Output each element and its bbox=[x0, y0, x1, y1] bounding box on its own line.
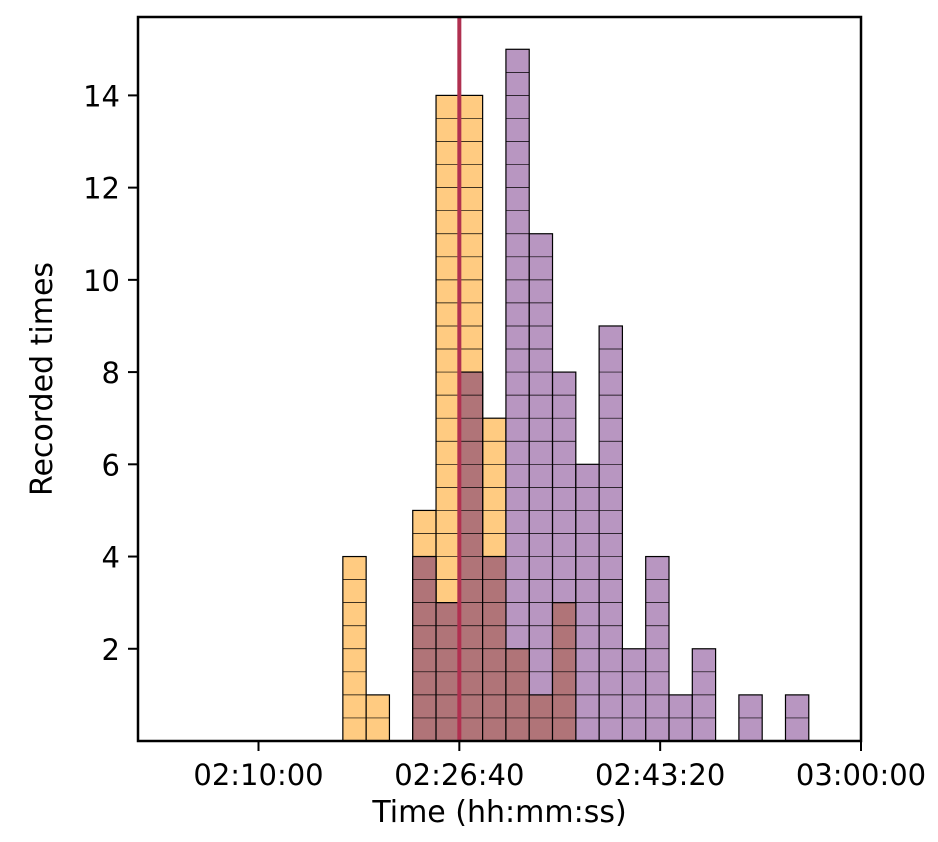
series-2-bar bbox=[738, 694, 763, 742]
x-tick-label: 02:43:20 bbox=[595, 758, 725, 792]
overlap-bar bbox=[482, 555, 507, 742]
overlap-bar bbox=[458, 371, 484, 742]
y-tick-label: 4 bbox=[102, 541, 120, 575]
series-2-bar bbox=[668, 694, 693, 742]
y-axis-label: Recorded times bbox=[25, 262, 60, 496]
x-tick-label: 02:10:00 bbox=[193, 758, 323, 792]
overlap-bar bbox=[435, 602, 460, 742]
overlap-bar bbox=[505, 648, 530, 742]
y-tick-label: 2 bbox=[102, 633, 120, 667]
x-axis-ticks: 02:10:00 02:26:40 02:43:20 03:00:00 bbox=[193, 741, 926, 792]
y-tick-label: 8 bbox=[102, 356, 120, 390]
x-tick-label: 02:26:40 bbox=[394, 758, 524, 792]
plot-frame bbox=[136, 15, 863, 743]
series-2-bar bbox=[784, 694, 810, 742]
series-1-bar bbox=[342, 555, 367, 742]
series-1-bar bbox=[435, 94, 460, 742]
y-axis-ticks: 2 4 6 8 10 12 14 bbox=[83, 79, 138, 667]
series-2-bar bbox=[598, 325, 624, 742]
series-2-bar bbox=[528, 233, 554, 742]
y-tick-label: 14 bbox=[83, 79, 120, 113]
series-2-bar bbox=[621, 648, 647, 742]
series-2-bar bbox=[645, 555, 670, 742]
y-tick-label: 12 bbox=[83, 172, 120, 206]
series-2-bar bbox=[691, 648, 717, 742]
series-2-bar bbox=[505, 48, 530, 742]
bars-layer bbox=[342, 48, 810, 742]
overlap-bar bbox=[412, 555, 437, 742]
series-1-bar bbox=[365, 694, 391, 742]
overlap-bar bbox=[551, 602, 577, 742]
x-tick-label: 03:00:00 bbox=[796, 758, 926, 792]
x-axis-label: Time (hh:mm:ss) bbox=[371, 795, 626, 830]
y-tick-label: 6 bbox=[102, 448, 120, 482]
overlap-bar bbox=[528, 694, 554, 742]
y-tick-label: 10 bbox=[83, 264, 120, 298]
series-2-bar bbox=[575, 463, 600, 742]
